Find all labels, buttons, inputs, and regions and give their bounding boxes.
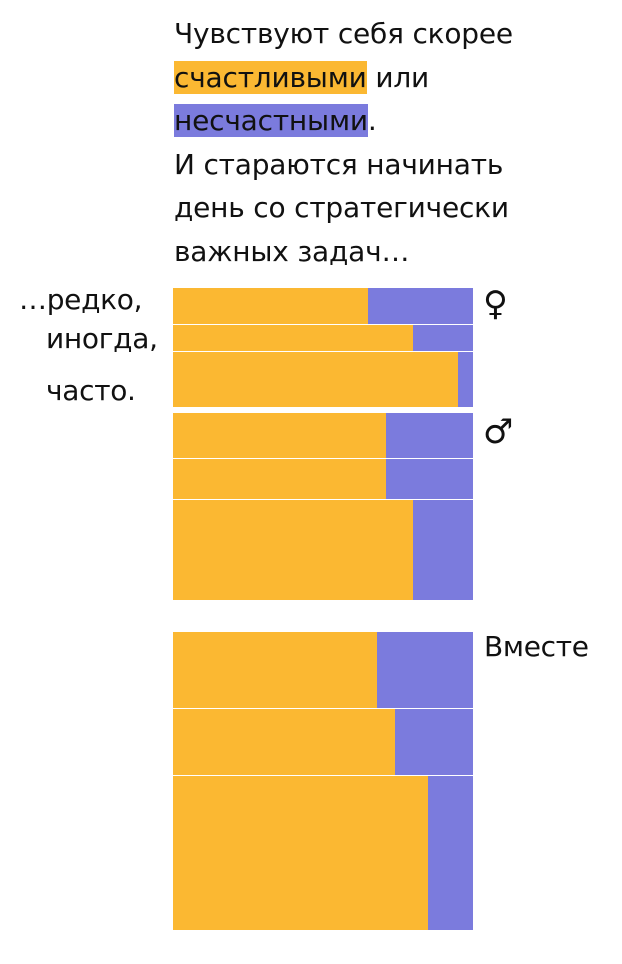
bar-unhappy-male-1 xyxy=(386,459,473,499)
bar-happy-together-2 xyxy=(173,776,428,930)
group-label-female: ♀ xyxy=(483,284,508,324)
title-line6: важных задач… xyxy=(174,234,410,268)
bar-happy-together-1 xyxy=(173,709,395,775)
title-part3: . xyxy=(367,104,377,137)
frequency-label-rarely: …редко, xyxy=(19,283,143,316)
bar-unhappy-together-2 xyxy=(428,776,473,930)
frequency-label-sometimes: иногда, xyxy=(46,322,158,355)
bar-unhappy-male-0 xyxy=(386,413,473,458)
bar-unhappy-together-1 xyxy=(395,709,473,775)
bar-happy-male-0 xyxy=(173,413,386,458)
bar-unhappy-female-2 xyxy=(458,352,473,407)
chart-title: Чувствуют себя скорее счастливыми или не… xyxy=(174,12,614,273)
bar-unhappy-female-0 xyxy=(368,288,473,324)
title-line5: день со стратегически xyxy=(174,191,509,224)
group-label-male: ♂ xyxy=(483,412,514,452)
frequency-label-often: часто. xyxy=(46,374,136,407)
bar-unhappy-together-0 xyxy=(377,632,473,708)
bar-happy-male-2 xyxy=(173,500,413,600)
title-happy-highlight: счастливыми xyxy=(174,60,367,94)
bar-unhappy-male-2 xyxy=(413,500,473,600)
title-unhappy-highlight: несчастными xyxy=(174,104,368,137)
group-label-together: Вместе xyxy=(484,630,589,663)
bar-unhappy-female-1 xyxy=(413,325,473,351)
title-part2: или xyxy=(366,60,430,94)
title-line4: И стараются начинать xyxy=(174,147,504,181)
bar-happy-female-1 xyxy=(173,325,413,351)
title-part1: Чувствуют себя скорее xyxy=(174,17,513,50)
bar-happy-female-2 xyxy=(173,352,458,407)
bar-happy-together-0 xyxy=(173,632,377,708)
bar-happy-male-1 xyxy=(173,459,386,499)
bar-happy-female-0 xyxy=(173,288,368,324)
